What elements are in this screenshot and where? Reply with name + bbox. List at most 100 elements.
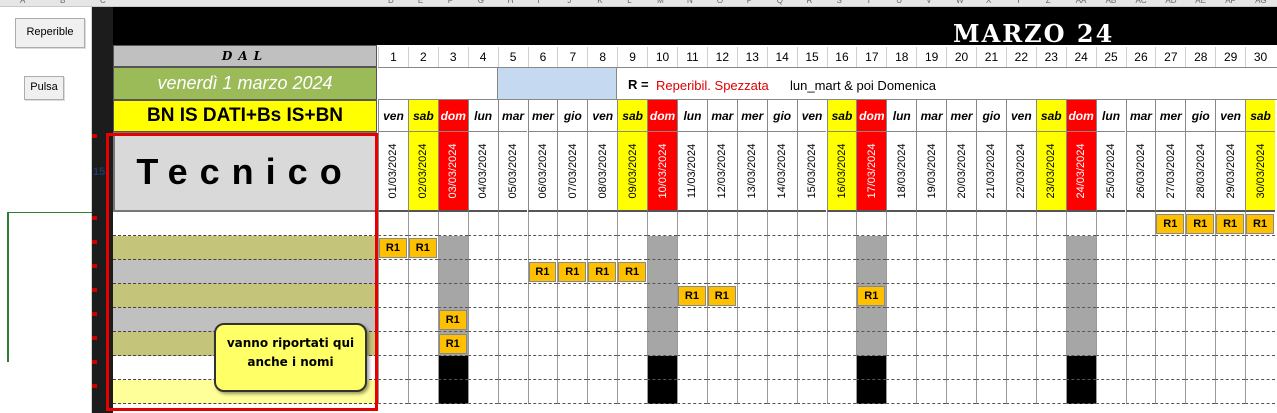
date-cell[interactable]: 22/03/2024 [1005, 132, 1036, 212]
schedule-cell[interactable] [946, 380, 976, 404]
day-number[interactable]: 30 [1245, 47, 1275, 67]
schedule-cell[interactable] [946, 212, 976, 236]
schedule-cell[interactable] [766, 284, 797, 308]
schedule-cell[interactable] [976, 212, 1006, 236]
schedule-cell[interactable] [1245, 308, 1275, 332]
schedule-cell[interactable] [437, 356, 468, 380]
weekday-cell[interactable]: ven [378, 100, 408, 132]
schedule-cell[interactable] [916, 356, 947, 380]
date-cell[interactable]: 13/03/2024 [736, 132, 767, 212]
schedule-cell[interactable] [856, 380, 887, 404]
date-cell[interactable]: 24/03/2024 [1065, 132, 1096, 212]
schedule-cell[interactable] [706, 308, 737, 332]
schedule-cell[interactable] [796, 308, 827, 332]
schedule-cell[interactable] [677, 236, 707, 260]
date-cell[interactable]: 04/03/2024 [467, 132, 498, 212]
schedule-cell[interactable] [886, 332, 917, 356]
schedule-cell[interactable] [527, 236, 558, 260]
schedule-cell[interactable] [1125, 284, 1156, 308]
schedule-cell[interactable] [617, 356, 648, 380]
date-cell[interactable]: 23/03/2024 [1035, 132, 1066, 212]
weekday-cell[interactable]: gio [976, 100, 1006, 132]
schedule-cell[interactable] [736, 332, 767, 356]
schedule-cell[interactable] [527, 212, 558, 236]
schedule-cell[interactable] [647, 356, 677, 380]
schedule-cell[interactable] [766, 260, 797, 284]
day-number[interactable]: 8 [587, 47, 617, 67]
date-cell[interactable]: 08/03/2024 [587, 132, 618, 212]
weekday-cell[interactable]: lun [886, 100, 917, 132]
schedule-cell[interactable] [407, 212, 438, 236]
r1-assignment[interactable]: R1 [408, 238, 437, 258]
schedule-cell[interactable] [1215, 284, 1246, 308]
date-cell[interactable]: 01/03/2024 [378, 132, 408, 212]
schedule-cell[interactable] [1245, 284, 1275, 308]
date-cell[interactable]: 29/03/2024 [1215, 132, 1246, 212]
schedule-cell[interactable] [706, 236, 737, 260]
weekday-cell[interactable]: mar [706, 100, 737, 132]
schedule-cell[interactable] [467, 212, 498, 236]
schedule-cell[interactable] [1185, 308, 1216, 332]
schedule-cell[interactable] [1125, 380, 1156, 404]
schedule-cell[interactable] [587, 284, 618, 308]
schedule-cell[interactable] [587, 260, 618, 284]
schedule-cell[interactable] [946, 260, 976, 284]
schedule-cell[interactable] [407, 284, 438, 308]
weekday-cell[interactable]: dom [1065, 100, 1096, 132]
schedule-cell[interactable] [587, 332, 618, 356]
schedule-cell[interactable] [976, 332, 1006, 356]
r1-assignment[interactable]: R1 [528, 262, 557, 282]
weekday-cell[interactable]: sab [617, 100, 648, 132]
day-number[interactable]: 27 [1155, 47, 1185, 67]
schedule-cell[interactable] [1095, 236, 1126, 260]
schedule-cell[interactable] [706, 332, 737, 356]
schedule-cell[interactable] [886, 356, 917, 380]
schedule-cell[interactable] [736, 284, 767, 308]
schedule-cell[interactable] [1005, 236, 1036, 260]
schedule-cell[interactable] [856, 260, 887, 284]
day-number[interactable]: 29 [1215, 47, 1245, 67]
schedule-cell[interactable] [706, 380, 737, 404]
weekday-cell[interactable]: gio [766, 100, 797, 132]
date-cell[interactable]: 26/03/2024 [1125, 132, 1156, 212]
schedule-cell[interactable] [527, 260, 558, 284]
schedule-cell[interactable] [946, 356, 976, 380]
schedule-cell[interactable] [557, 332, 588, 356]
schedule-cell[interactable] [1125, 260, 1156, 284]
schedule-cell[interactable] [407, 332, 438, 356]
schedule-cell[interactable] [497, 212, 528, 236]
date-cell[interactable]: 05/03/2024 [497, 132, 528, 212]
schedule-cell[interactable] [467, 332, 498, 356]
schedule-cell[interactable] [976, 380, 1006, 404]
schedule-cell[interactable] [437, 284, 468, 308]
date-cell[interactable]: 21/03/2024 [976, 132, 1006, 212]
schedule-cell[interactable] [856, 212, 887, 236]
date-cell[interactable]: 14/03/2024 [766, 132, 797, 212]
day-number[interactable]: 19 [916, 47, 946, 67]
reperible-button[interactable]: Reperible [15, 18, 85, 48]
schedule-cell[interactable] [617, 260, 648, 284]
weekday-cell[interactable]: mer [527, 100, 558, 132]
day-number[interactable]: 18 [886, 47, 916, 67]
schedule-cell[interactable] [946, 236, 976, 260]
schedule-cell[interactable] [677, 380, 707, 404]
schedule-cell[interactable] [647, 308, 677, 332]
schedule-cell[interactable] [916, 212, 947, 236]
schedule-cell[interactable] [378, 332, 408, 356]
schedule-cell[interactable] [796, 332, 827, 356]
schedule-cell[interactable] [886, 308, 917, 332]
day-number[interactable]: 28 [1185, 47, 1215, 67]
schedule-cell[interactable] [557, 380, 588, 404]
day-number[interactable]: 11 [677, 47, 707, 67]
date-cell[interactable]: 06/03/2024 [527, 132, 558, 212]
schedule-cell[interactable] [1155, 332, 1186, 356]
schedule-cell[interactable] [796, 380, 827, 404]
day-number[interactable]: 2 [407, 47, 438, 67]
schedule-cell[interactable] [796, 260, 827, 284]
schedule-cell[interactable] [587, 212, 618, 236]
weekday-cell[interactable]: ven [587, 100, 618, 132]
schedule-cell[interactable] [1095, 212, 1126, 236]
schedule-cell[interactable] [407, 236, 438, 260]
schedule-cell[interactable] [826, 380, 857, 404]
schedule-cell[interactable] [706, 212, 737, 236]
